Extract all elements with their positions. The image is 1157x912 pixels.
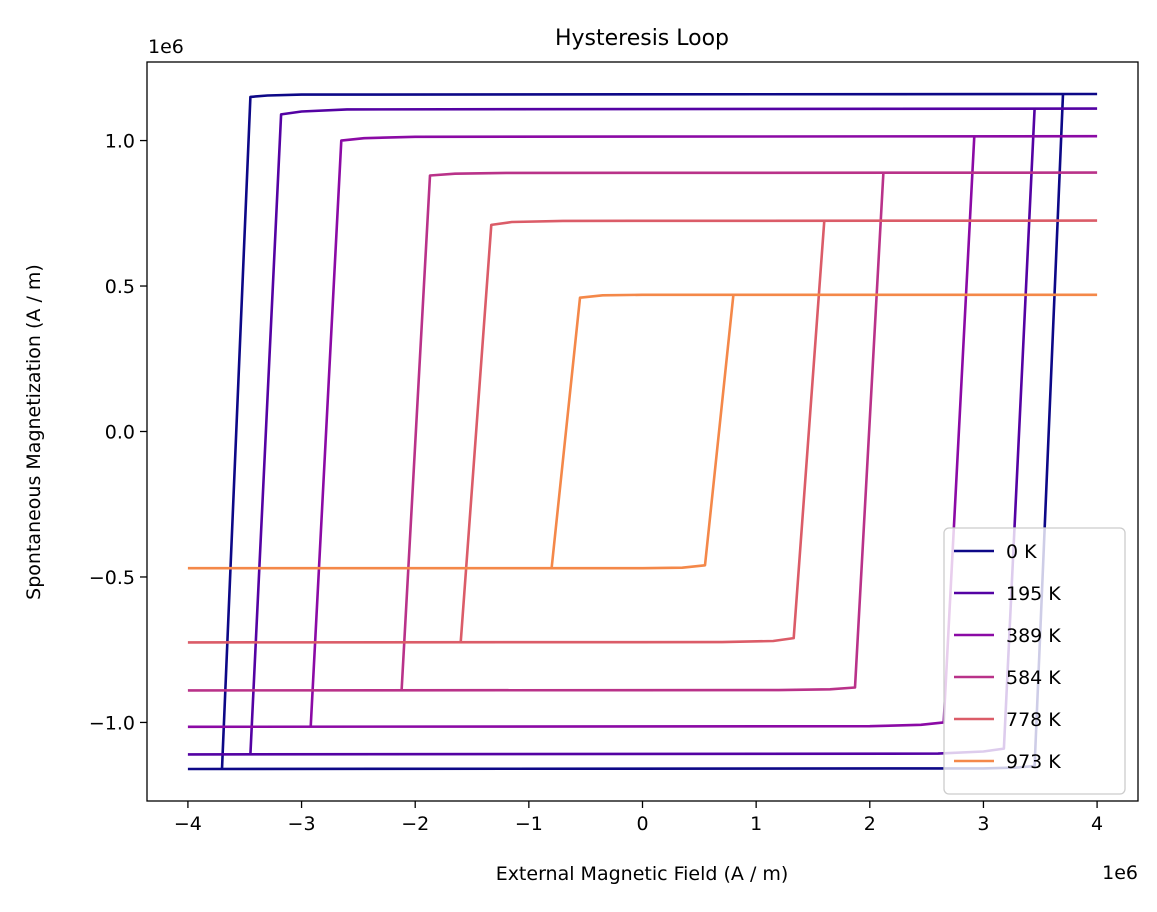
series-line-4-lower-branch: [187, 220, 826, 644]
x-tick-label: 1: [750, 813, 762, 835]
y-tick-label: 0.0: [105, 422, 135, 444]
plot-frame: [146, 61, 1139, 802]
series-line-5-lower-branch: [187, 294, 735, 570]
y-tick-label: 0.5: [105, 276, 135, 298]
chart-title: Hysteresis Loop: [555, 26, 729, 51]
x-tick-label: 4: [1091, 813, 1103, 835]
series-line-1-upper-branch: [249, 107, 1098, 755]
y-axis-offset-label: 1e6: [148, 36, 184, 58]
series-line-2-lower-branch: [187, 136, 976, 729]
y-tick-label: −0.5: [89, 567, 135, 589]
y-axis-label: Spontaneous Magnetization (A / m): [23, 264, 45, 600]
y-axis-ticks: −1.0 −0.5 0.0 0.5 1.0: [89, 131, 147, 734]
legend-label: 778 K: [1006, 709, 1061, 731]
series-line-3-upper-branch: [400, 171, 1098, 691]
series-line-3-lower-branch: [187, 172, 885, 692]
x-tick-label: −2: [401, 813, 429, 835]
legend: 0 K 195 K 389 K 584 K 778 K 973 K: [943, 527, 1126, 795]
y-tick-label: −1.0: [89, 712, 135, 734]
legend-label: 584 K: [1006, 667, 1061, 689]
legend-label: 973 K: [1006, 751, 1061, 773]
y-tick-label: 1.0: [105, 131, 135, 153]
series-line-4-upper-branch: [459, 219, 1098, 643]
x-tick-label: 2: [864, 813, 876, 835]
x-tick-label: −4: [174, 813, 202, 835]
series-line-5-upper-branch: [550, 293, 1098, 569]
legend-box: [943, 527, 1126, 795]
x-axis-offset-label: 1e6: [1102, 862, 1138, 884]
legend-label: 195 K: [1006, 583, 1061, 605]
series-line-0-upper-branch: [220, 92, 1098, 770]
series-line-2-upper-branch: [309, 134, 1098, 727]
legend-label: 389 K: [1006, 625, 1061, 647]
x-tick-label: 3: [977, 813, 989, 835]
x-tick-label: −1: [515, 813, 543, 835]
legend-label: 0 K: [1006, 541, 1037, 563]
x-axis-ticks: −4 −3 −2 −1 0 1 2 3 4: [174, 801, 1103, 835]
x-axis-label: External Magnetic Field (A / m): [496, 863, 789, 885]
x-tick-label: −3: [288, 813, 316, 835]
x-tick-label: 0: [636, 813, 648, 835]
